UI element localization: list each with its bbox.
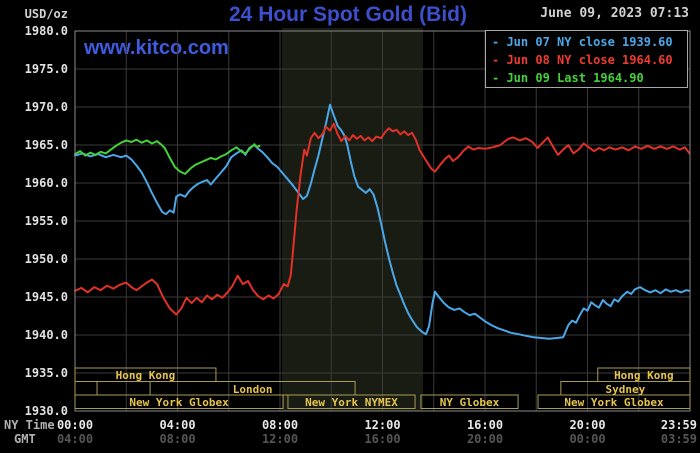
legend-item: - Jun 07 NY close 1939.60	[492, 35, 673, 49]
y-tick-1960.0: 1960.0	[24, 176, 68, 190]
y-tick-1965.0: 1965.0	[24, 138, 68, 152]
y-tick-1955.0: 1955.0	[24, 214, 68, 228]
session-label-ny-globex: NY Globex	[439, 396, 500, 409]
series-line-jun-08	[74, 122, 691, 316]
legend-item: - Jun 08 NY close 1964.60	[492, 53, 673, 67]
y-tick-1940.0: 1940.0	[24, 328, 68, 342]
session-label-london: London	[232, 382, 273, 396]
y-tick-1930.0: 1930.0	[24, 404, 68, 418]
ny-tick-20:00: 20:00	[569, 418, 606, 432]
gmt-tick-16:00: 16:00	[364, 432, 401, 446]
unit-label: USD/oz	[24, 7, 68, 21]
y-tick-1945.0: 1945.0	[24, 290, 68, 304]
gmt-tick-04:00: 04:00	[56, 432, 94, 446]
gmt-tick-03:59: 03:59	[660, 432, 697, 446]
session-box-new-york-globex	[74, 394, 284, 409]
gmt-tick-00:00: 00:00	[569, 432, 606, 446]
y-tick-1980.0: 1980.0	[24, 24, 68, 38]
legend-item: - Jun 09 Last 1964.90	[492, 71, 644, 85]
session-label-sydney: Sydney	[605, 382, 646, 396]
page-title: 24 Hour Spot Gold (Bid)	[229, 3, 467, 26]
y-tick-1935.0: 1935.0	[24, 366, 68, 380]
session-label-hong-kong: Hong Kong	[614, 369, 674, 382]
legend: - Jun 07 NY close 1939.60 - Jun 08 NY clo…	[485, 30, 688, 88]
gmt-tick-12:00: 12:00	[261, 432, 299, 446]
session-box-new-york-globex	[537, 394, 691, 409]
datetime-label: June 09, 2023 07:13	[540, 6, 689, 21]
gmt-tick-20:00: 20:00	[466, 432, 504, 446]
gmt-tick-08:00: 08:00	[159, 432, 196, 446]
session-label-new-york-globex: New York Globex	[564, 396, 664, 409]
plot-border	[74, 30, 691, 412]
ny-tick-08:00: 08:00	[261, 418, 299, 432]
session-label-hong-kong: Hong Kong	[115, 369, 176, 382]
series-line-jun-09	[74, 138, 261, 175]
session-box-hong-kong	[74, 367, 217, 382]
kitco-link[interactable]: www.kitco.com	[84, 37, 229, 59]
gmt-row-label: GMT	[14, 432, 36, 446]
ny-tick-12:00: 12:00	[364, 418, 401, 432]
ny-tick-16:00: 16:00	[466, 418, 504, 432]
session-label-new-york-globex: New York Globex	[129, 396, 229, 409]
series-line-jun-07	[74, 103, 691, 340]
session-label-new-york-nymex: New York NYMEX	[305, 396, 398, 409]
y-tick-1950.0: 1950.0	[24, 252, 68, 266]
nymex-session-band	[282, 28, 423, 411]
ny-tick-04:00: 04:00	[159, 418, 196, 432]
ny-tick-23:59: 23:59	[660, 418, 697, 432]
ny-time-row-label: NY Time	[4, 418, 55, 432]
session-box-new-york-nymex	[287, 394, 416, 409]
y-tick-1975.0: 1975.0	[24, 62, 68, 76]
y-tick-1970.0: 1970.0	[24, 100, 68, 114]
session-box-segment	[74, 381, 98, 396]
ny-tick-00:00: 00:00	[56, 418, 94, 432]
session-box-ny-globex	[420, 394, 519, 409]
